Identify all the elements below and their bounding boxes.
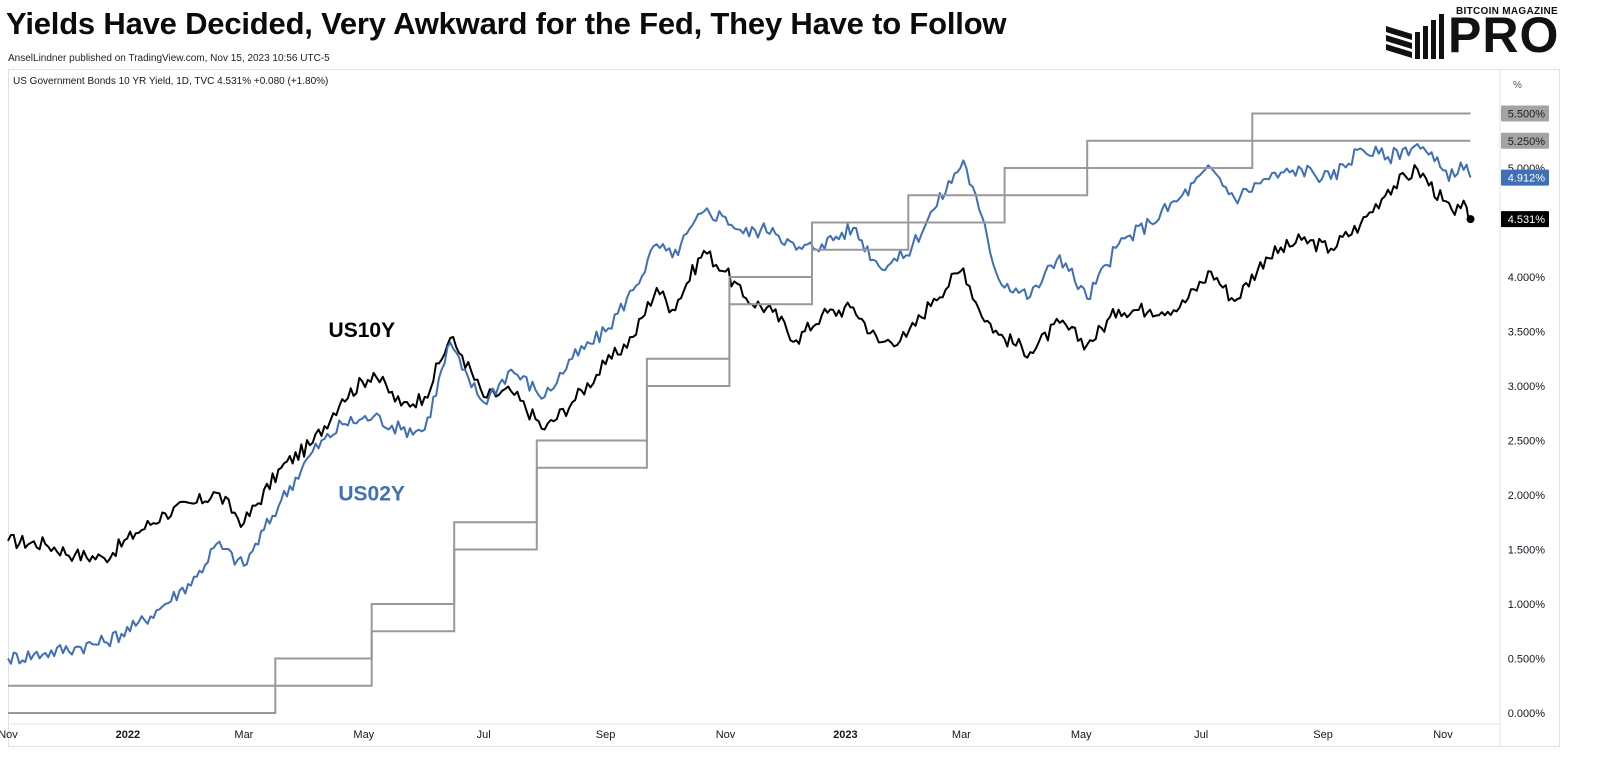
brand-top-text: BITCOIN MAGAZINE bbox=[1455, 6, 1558, 17]
y-tick-label: 2.500% bbox=[1508, 436, 1546, 448]
y-tick-label: 3.000% bbox=[1508, 381, 1546, 393]
chart-title: Yields Have Decided, Very Awkward for th… bbox=[6, 6, 1007, 41]
y-tick-label: 4.000% bbox=[1508, 272, 1546, 284]
us02y-line bbox=[7, 143, 1472, 665]
symbol-legend: US Government Bonds 10 YR Yield, 1D, TVC… bbox=[13, 76, 329, 87]
axis-price-tag-label: 4.912% bbox=[1508, 173, 1546, 185]
us10y-last-point bbox=[1466, 215, 1475, 224]
brand-main-text: PRO bbox=[1448, 7, 1560, 63]
brand-logo: BITCOIN MAGAZINE PRO bbox=[1384, 6, 1560, 62]
brand-stripes-icon bbox=[1386, 14, 1444, 59]
fed-funds-step-line bbox=[8, 139, 1471, 714]
x-tick-label: Sep bbox=[596, 729, 616, 741]
axis-price-tag bbox=[1501, 132, 1549, 149]
y-tick-label: 0.000% bbox=[1508, 708, 1546, 720]
axis-price-tag bbox=[1501, 169, 1549, 186]
fed-funds-step-line bbox=[8, 112, 1471, 687]
y-tick-label: 0.500% bbox=[1508, 654, 1546, 666]
x-tick-label: Mar bbox=[234, 729, 253, 741]
publisher-byline: AnselLindner published on TradingView.co… bbox=[8, 53, 330, 64]
axis-price-tag-label: 4.531% bbox=[1508, 214, 1546, 226]
y-tick-label: 3.500% bbox=[1508, 327, 1546, 339]
x-tick-label: Nov bbox=[716, 729, 736, 741]
axis-price-tag bbox=[1501, 211, 1549, 228]
axis-price-tag-label: 5.250% bbox=[1508, 136, 1546, 148]
x-tick-label: 2022 bbox=[116, 729, 140, 741]
chart-panel[interactable] bbox=[8, 69, 1560, 747]
x-tick-label: Nov bbox=[0, 729, 18, 741]
price-axis-unit: % bbox=[1513, 80, 1522, 91]
x-tick-label: Nov bbox=[1433, 729, 1453, 741]
x-tick-label: May bbox=[353, 729, 374, 741]
axis-price-tag bbox=[1501, 105, 1549, 122]
us10y-line bbox=[7, 164, 1471, 564]
x-tick-label: Sep bbox=[1313, 729, 1333, 741]
x-tick-label: May bbox=[1071, 729, 1092, 741]
series-annotation-us10y: US10Y bbox=[329, 319, 396, 342]
series-annotation-us02y: US02Y bbox=[338, 482, 405, 505]
y-tick-label: 1.000% bbox=[1508, 599, 1546, 611]
y-tick-label: 2.000% bbox=[1508, 490, 1546, 502]
y-tick-label: 1.500% bbox=[1508, 545, 1546, 557]
x-tick-label: Mar bbox=[952, 729, 971, 741]
axis-price-tag-label: 5.500% bbox=[1508, 109, 1546, 121]
x-tick-label: Jul bbox=[477, 729, 491, 741]
x-tick-label: Jul bbox=[1194, 729, 1208, 741]
x-tick-label: 2023 bbox=[833, 729, 857, 741]
